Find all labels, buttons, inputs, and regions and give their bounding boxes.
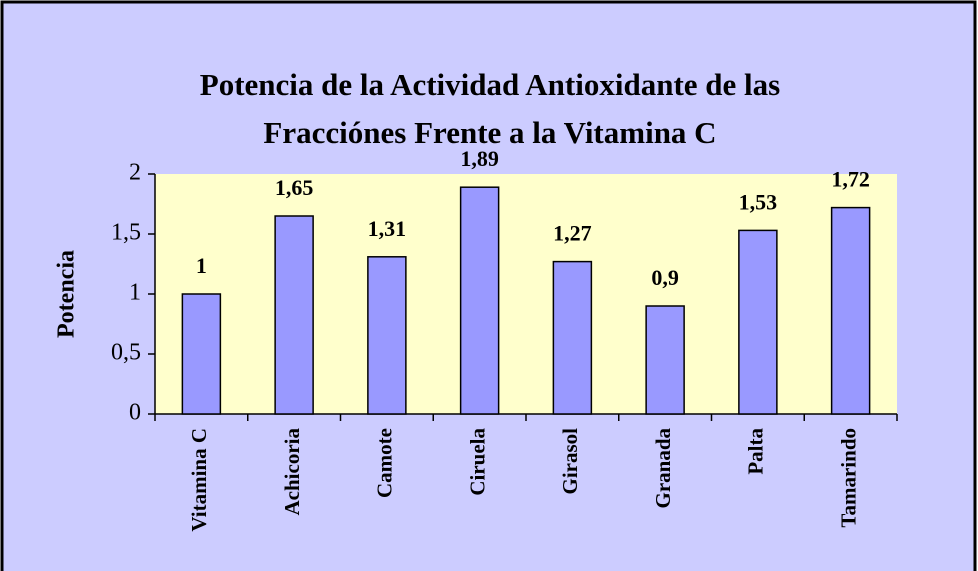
y-tick-label: 0,5 xyxy=(111,340,141,366)
x-tick-label: Girasol xyxy=(558,428,582,495)
plot-area xyxy=(155,174,897,414)
bar xyxy=(459,186,500,415)
bar xyxy=(181,293,222,415)
bar xyxy=(552,260,593,415)
x-tick-label: Camote xyxy=(373,428,397,498)
chart-title: Fracciónes Frente a la Vitamina C xyxy=(263,115,716,150)
bar xyxy=(738,229,778,415)
x-tick-label: Ciruela xyxy=(465,428,489,496)
data-label: 1 xyxy=(196,253,207,278)
y-axis-label: Potencia xyxy=(54,250,80,338)
data-label: 1,53 xyxy=(739,189,778,214)
data-label: 0,9 xyxy=(651,265,679,290)
data-label: 1,65 xyxy=(275,175,314,200)
chart-title: Potencia de la Actividad Antioxidante de… xyxy=(200,67,780,102)
y-tick-label: 2 xyxy=(129,160,141,186)
x-tick-label: Achicoria xyxy=(280,428,304,516)
data-label: 1,31 xyxy=(368,216,407,241)
x-tick-label: Granada xyxy=(651,428,675,509)
bar xyxy=(367,256,407,415)
x-tick-label: Tamarindo xyxy=(836,428,860,528)
bar xyxy=(274,215,314,415)
data-label: 1,27 xyxy=(553,221,592,246)
x-tick-label: Palta xyxy=(744,428,768,475)
y-tick-label: 1,5 xyxy=(111,220,141,246)
y-tick-label: 0 xyxy=(129,400,141,426)
data-label: 1,72 xyxy=(831,167,870,192)
bar xyxy=(645,305,685,415)
x-tick-label: Vitamina C xyxy=(187,428,211,532)
y-tick-label: 1 xyxy=(129,280,141,306)
data-label: 1,89 xyxy=(460,146,499,171)
bar xyxy=(830,206,871,415)
